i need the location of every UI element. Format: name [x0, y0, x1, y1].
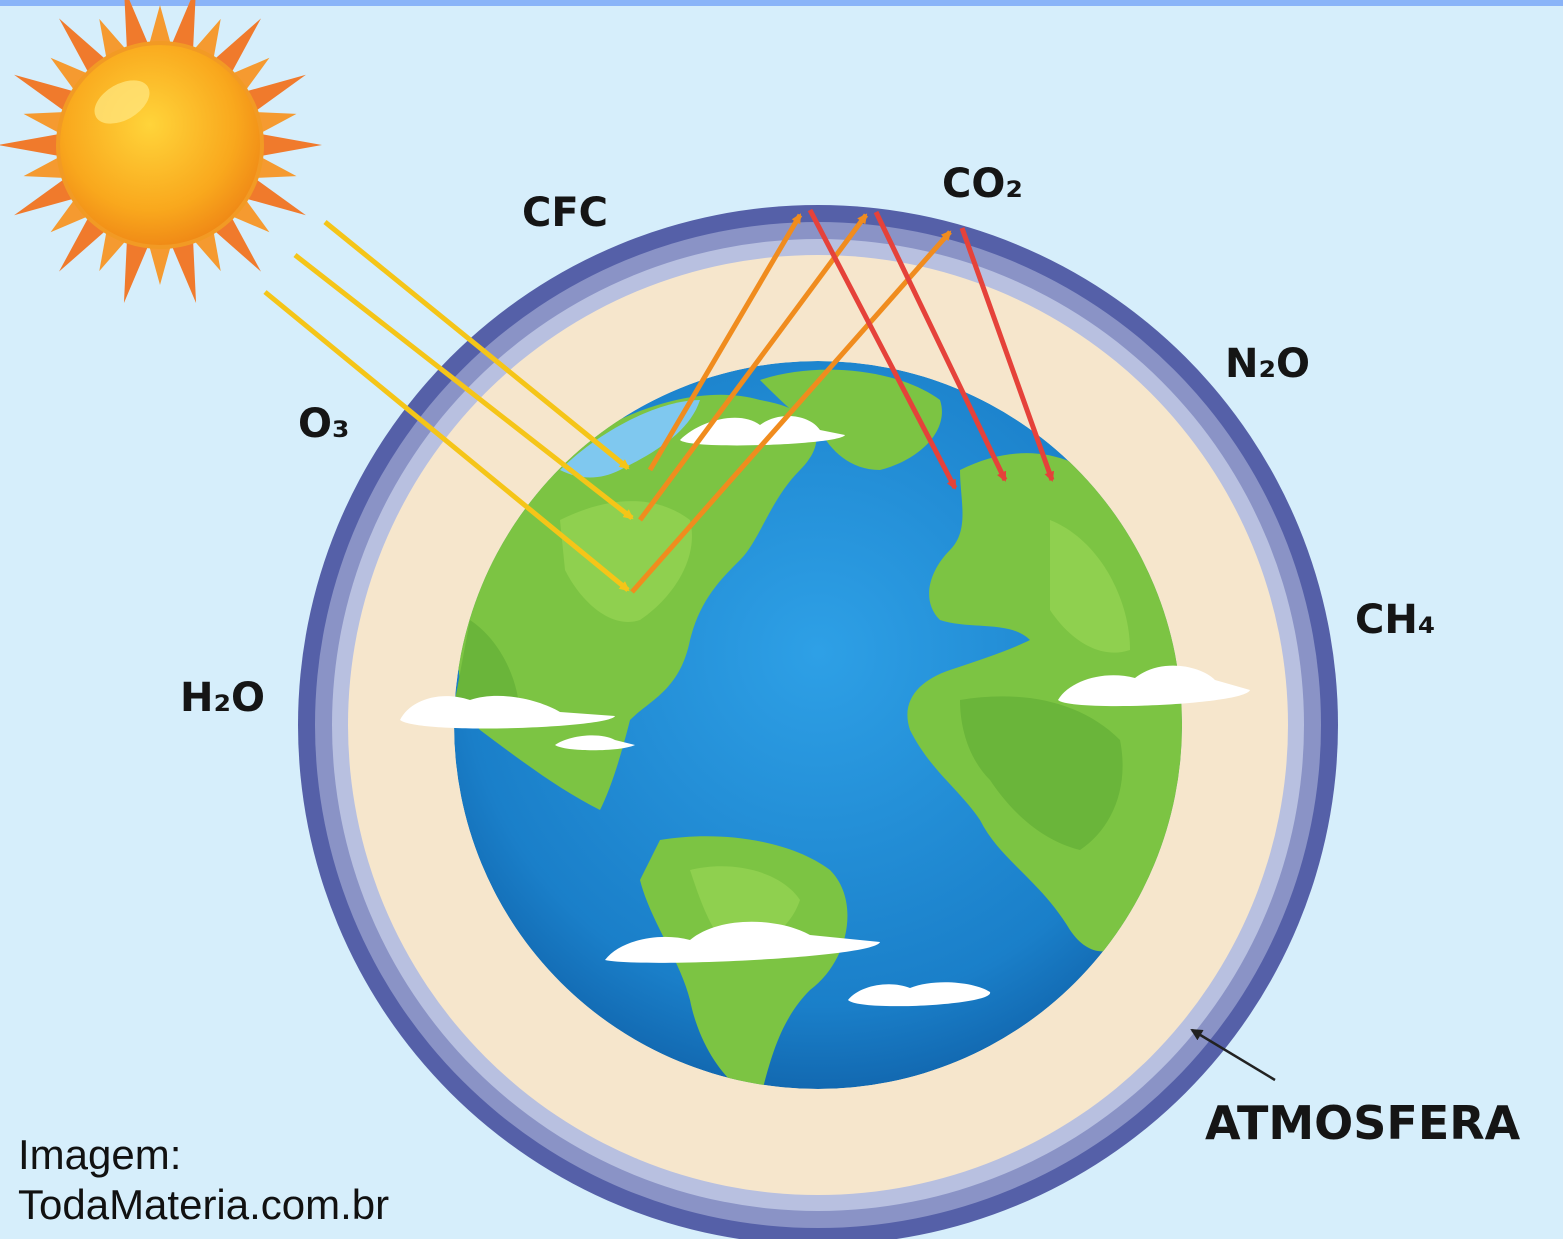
atmosphere-pointer-arrow: [1190, 1028, 1276, 1082]
sun-spike: [58, 215, 107, 272]
label-cfc: CFC: [522, 190, 609, 236]
trapped-rays: [807, 208, 1055, 490]
label-ch4: CH₄: [1355, 597, 1436, 643]
sun-spike: [213, 18, 262, 75]
sun-spike: [58, 18, 107, 75]
sun-spike: [124, 0, 149, 51]
sun-spike: [148, 244, 172, 285]
sun-spike: [171, 239, 197, 303]
incoming-rays: [263, 220, 634, 592]
label-h2o: H₂O: [180, 675, 265, 721]
label-o3: O₃: [298, 401, 350, 447]
sun-spike: [23, 156, 66, 179]
sun-spike: [123, 239, 149, 303]
sun-spike: [14, 178, 76, 216]
sun-spike: [254, 156, 297, 179]
sun-spike: [171, 0, 196, 51]
sun-spike: [254, 111, 297, 134]
credit-line-1: Imagem:: [18, 1131, 182, 1178]
sun-spike: [259, 133, 322, 157]
image-credit: Imagem: TodaMateria.com.br: [18, 1130, 389, 1230]
label-co2: CO₂: [942, 161, 1023, 207]
sun-icon: [0, 0, 322, 303]
cloud-icon: [400, 415, 1250, 1007]
label-atmosphere: ATMOSFERA: [1205, 1096, 1521, 1150]
sun-spike: [14, 74, 76, 112]
sun-spike: [0, 133, 61, 157]
sun-spike: [244, 74, 306, 112]
earth-icon: [454, 361, 1182, 1089]
top-border: [0, 0, 1563, 6]
credit-line-2: TodaMateria.com.br: [18, 1181, 390, 1228]
sun-spike: [213, 215, 262, 272]
sun-spike: [148, 5, 172, 46]
label-n2o: N₂O: [1225, 341, 1310, 387]
sun-spike: [23, 111, 66, 134]
sun-spike: [244, 178, 306, 216]
reflected-rays: [630, 213, 952, 594]
